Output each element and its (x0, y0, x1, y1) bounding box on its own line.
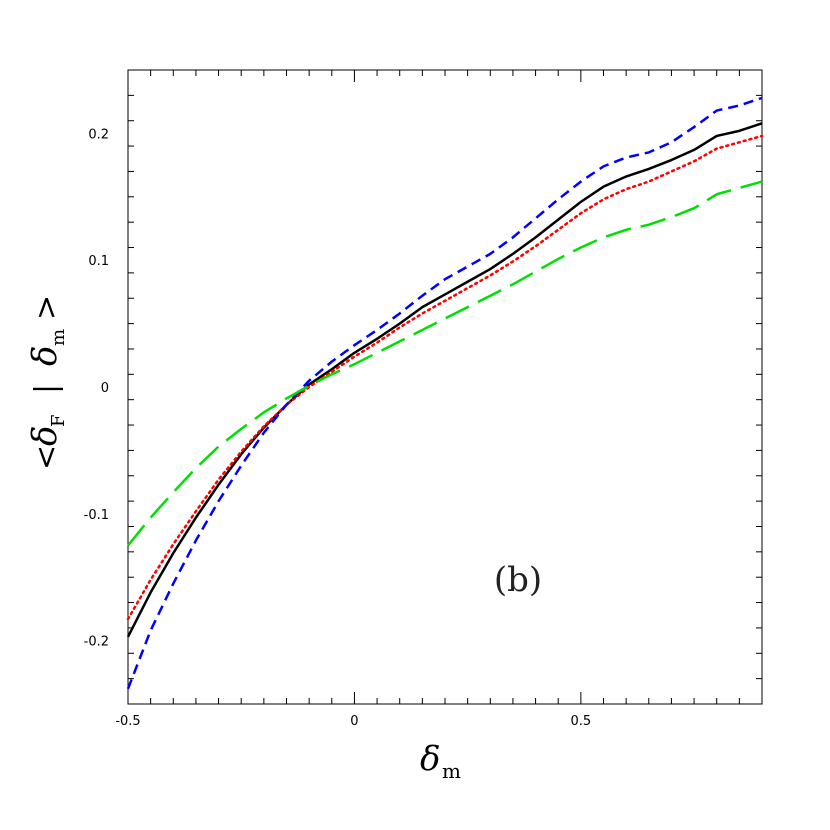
y-tick-label: 0.2 (88, 127, 109, 142)
x-axis-label: δ m (420, 739, 461, 783)
y-axis-label-close: > (29, 295, 64, 320)
series-layer (126, 96, 764, 690)
y-axis-label-open: < (29, 445, 64, 470)
plot-frame (127, 69, 763, 705)
y-axis-label-symbol: δ (25, 426, 65, 446)
axis-ticks (127, 69, 763, 705)
y-tick-label: 0 (101, 381, 109, 396)
y-axis-label: < δ F | δ m > (25, 295, 69, 470)
x-tick-label: 0.5 (571, 714, 592, 729)
y-tick-label: 0.1 (88, 254, 109, 269)
y-axis-label-subscript: F (48, 415, 69, 428)
y-tick-label: -0.1 (84, 508, 109, 523)
x-tick-label: 0 (350, 714, 358, 729)
series-line-3 (126, 96, 763, 690)
series-line-2 (126, 134, 764, 621)
series-line-4 (127, 180, 763, 547)
tick-labels: -0.5 0 0.5 -0.2 -0.1 0 0.1 0.2 (84, 127, 592, 729)
y-axis-label-sep: | (29, 384, 64, 394)
x-axis-label-subscript: m (442, 759, 461, 783)
x-tick-label: -0.5 (115, 714, 140, 729)
series-line-1 (126, 122, 763, 638)
x-axis-label-symbol: δ (420, 739, 440, 779)
y-tick-label: -0.2 (84, 635, 109, 650)
panel-label: (b) (494, 560, 542, 600)
y-axis-label-symbol2: δ (25, 346, 65, 366)
y-axis-label-subscript2: m (48, 329, 69, 346)
